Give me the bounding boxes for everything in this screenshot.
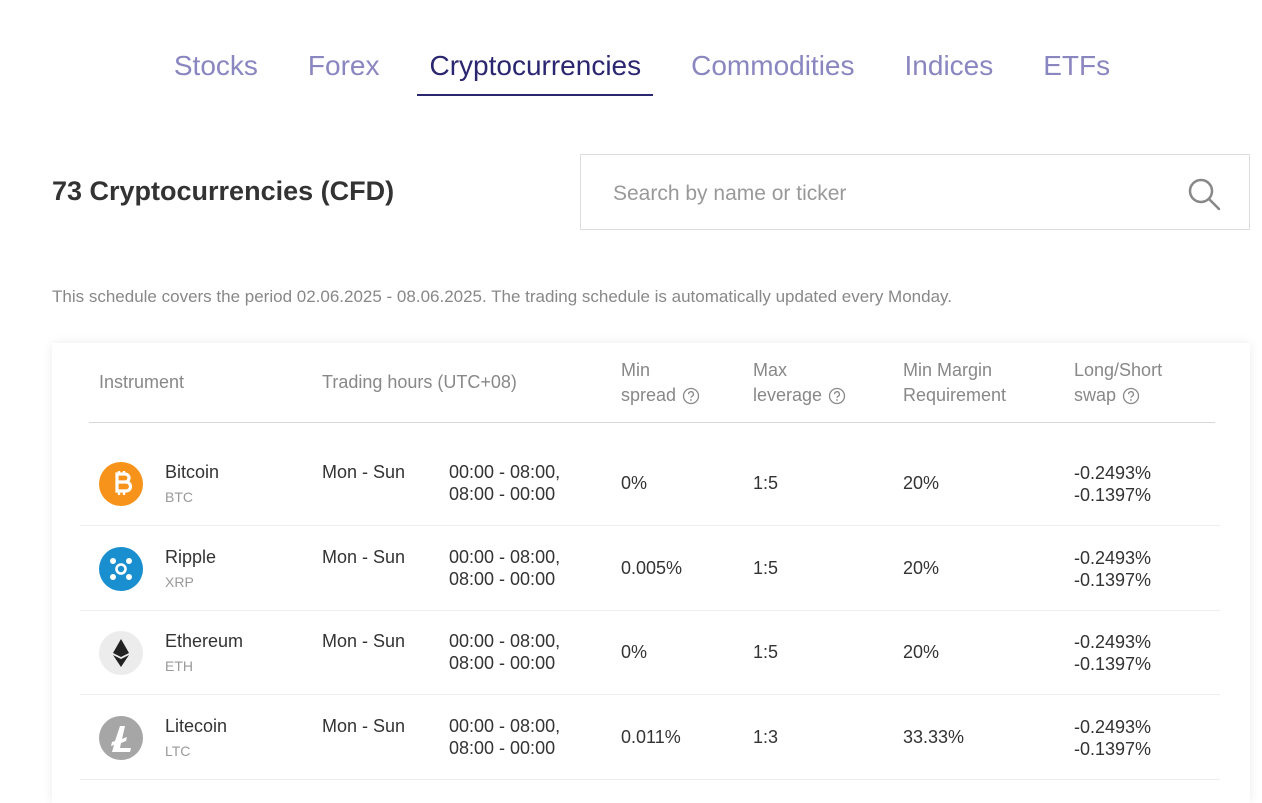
max-leverage: 1:5 xyxy=(753,473,779,493)
row-rule xyxy=(80,609,1220,611)
column-header: swap xyxy=(1074,385,1117,405)
tab[interactable]: Forex xyxy=(307,50,380,81)
help-icon[interactable] xyxy=(1122,387,1140,405)
coin-icon xyxy=(99,715,143,760)
min-spread: 0% xyxy=(621,642,648,662)
tab[interactable]: Stocks xyxy=(173,50,258,81)
search-placeholder: Search by name or ticker xyxy=(613,182,847,205)
swap: -0.2493% xyxy=(1074,632,1152,652)
max-leverage: 1:3 xyxy=(753,726,779,747)
min-margin: 33.33% xyxy=(903,726,965,747)
ticker: XRP xyxy=(165,573,194,590)
tab-bar: Stocks Forex Cryptocurrencies Commodities In… xyxy=(0,50,1262,96)
help-icon[interactable] xyxy=(828,387,846,405)
table-card: Instrument Trading hours (UTC+08) Min sprea… xyxy=(52,343,1250,803)
help-icon[interactable] xyxy=(682,387,700,405)
instrument-name[interactable]: Ripple xyxy=(165,546,217,567)
trading-hours: 08:00 - 00:00 xyxy=(449,568,556,589)
column-header: Long/Short xyxy=(1074,360,1163,380)
instrument-name[interactable]: Litecoin xyxy=(165,715,228,736)
trading-days: Mon - Sun xyxy=(322,462,406,482)
column-header: leverage xyxy=(753,385,823,405)
min-margin: 20% xyxy=(903,473,940,493)
trading-hours: 08:00 - 00:00 xyxy=(449,653,556,673)
swap: -0.1397% xyxy=(1074,738,1152,759)
page: Stocks Forex Cryptocurrencies Commodities In… xyxy=(0,50,1262,780)
ticker: LTC xyxy=(165,742,191,759)
search-icon[interactable] xyxy=(1187,177,1223,213)
instrument-name[interactable]: Ethereum xyxy=(165,631,244,651)
trading-days: Mon - Sun xyxy=(322,631,406,651)
trading-hours: 00:00 - 08:00, xyxy=(449,715,561,736)
min-margin: 20% xyxy=(903,557,940,578)
coin-icon xyxy=(99,546,143,591)
trading-days: Mon - Sun xyxy=(322,546,406,567)
min-spread: 0% xyxy=(621,473,648,493)
coin-icon xyxy=(99,631,143,675)
row-rule xyxy=(80,778,1220,780)
column-header: Min Margin xyxy=(903,360,993,380)
swap: -0.1397% xyxy=(1074,569,1152,590)
column-header: Trading hours (UTC+08) xyxy=(322,372,517,392)
swap: -0.1397% xyxy=(1074,485,1152,505)
tab[interactable]: ETFs xyxy=(1043,50,1111,81)
max-leverage: 1:5 xyxy=(753,557,779,578)
schedule-note: This schedule covers the period 02.06.20… xyxy=(52,287,952,306)
trading-hours: 00:00 - 08:00, xyxy=(449,546,561,567)
trading-hours: 00:00 - 08:00, xyxy=(449,462,561,482)
ticker: BTC xyxy=(165,489,193,505)
swap: -0.1397% xyxy=(1074,654,1152,674)
row-rule xyxy=(80,694,1220,695)
max-leverage: 1:5 xyxy=(753,642,779,662)
swap: -0.2493% xyxy=(1074,463,1152,483)
heading: 73 Cryptocurrencies (CFD) xyxy=(52,176,395,206)
swap: -0.2493% xyxy=(1074,716,1152,737)
tab[interactable]: Indices xyxy=(904,50,994,81)
coin-icon xyxy=(99,462,143,506)
tab[interactable]: Cryptocurrencies xyxy=(417,50,654,96)
tab[interactable]: Commodities xyxy=(691,50,855,81)
swap: -0.2493% xyxy=(1074,547,1152,568)
column-header: spread xyxy=(621,385,677,405)
instrument-name[interactable]: Bitcoin xyxy=(165,462,220,482)
header-rule xyxy=(89,422,1215,423)
trading-hours: 00:00 - 08:00, xyxy=(449,631,561,651)
column-header: Min xyxy=(621,360,651,380)
column-header: Requirement xyxy=(903,385,1007,405)
column-header: Max xyxy=(753,360,788,380)
min-spread: 0.011% xyxy=(621,726,681,747)
ticker: ETH xyxy=(165,658,193,674)
trading-days: Mon - Sun xyxy=(322,715,406,736)
trading-hours: 08:00 - 00:00 xyxy=(449,484,556,504)
min-margin: 20% xyxy=(903,642,940,662)
min-spread: 0.005% xyxy=(621,557,683,578)
trading-hours: 08:00 - 00:00 xyxy=(449,737,556,758)
column-header: Instrument xyxy=(99,372,185,392)
search-box[interactable]: Search by name or ticker xyxy=(580,154,1250,230)
row-rule xyxy=(80,525,1220,526)
